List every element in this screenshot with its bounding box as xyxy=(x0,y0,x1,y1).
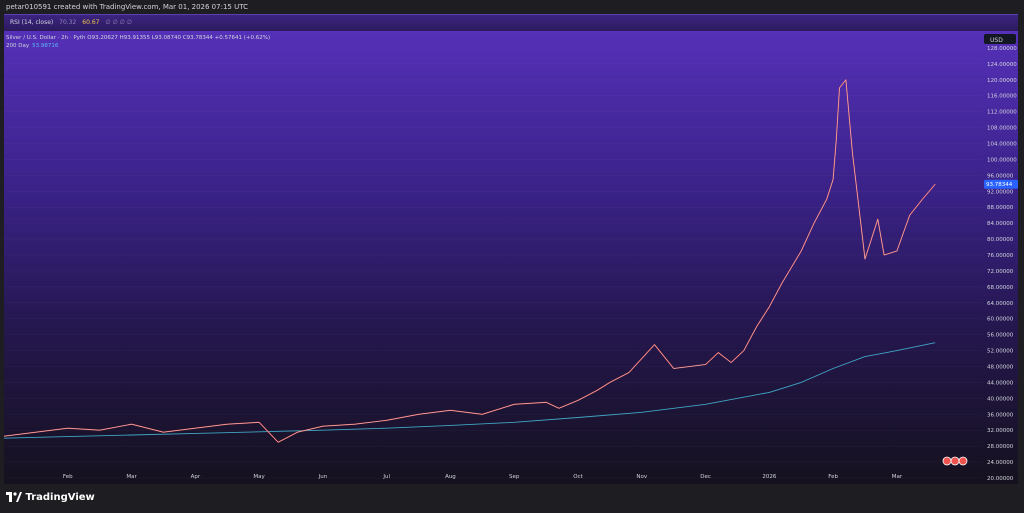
y-tick-label: 48.00000 xyxy=(987,365,1014,371)
footer xyxy=(0,484,1024,513)
y-tick-label: 20.00000 xyxy=(987,476,1014,482)
x-tick-label: Dec xyxy=(700,474,711,480)
main-chart-pane[interactable] xyxy=(4,31,1018,484)
y-tick-label: 80.00000 xyxy=(987,237,1014,243)
rsi-extra-values: ∅ ∅ ∅ ∅ xyxy=(105,19,133,26)
x-tick-label: Aug xyxy=(445,474,456,480)
x-tick-label: Nov xyxy=(636,474,647,480)
x-tick-label: Mar xyxy=(892,474,903,480)
y-axis: 20.00000 24.00000 28.00000 32.00000 36.00000… xyxy=(987,46,1017,482)
events-markers[interactable] xyxy=(942,456,968,466)
y-tick-label: 104.00000 xyxy=(987,142,1017,148)
y-tick-label: 128.00000 xyxy=(987,46,1017,52)
price-line-layer xyxy=(3,79,936,443)
currency-label: USD xyxy=(990,37,1003,44)
y-tick-label: 64.00000 xyxy=(987,301,1014,307)
y-tick-label: 108.00000 xyxy=(987,126,1017,132)
price-line xyxy=(3,79,936,443)
y-tick-label: 68.00000 xyxy=(987,285,1014,291)
x-tick-label: Apr xyxy=(191,474,201,480)
chart-legend: Silver / U.S. Dollar · 2h · Pyth O93.206… xyxy=(6,34,270,50)
y-tick-label: 120.00000 xyxy=(987,78,1017,84)
rsi-label: RSI (14, close) xyxy=(10,19,54,26)
y-tick-label: 124.00000 xyxy=(987,62,1017,68)
x-tick-label: Oct xyxy=(573,474,583,480)
rsi-dim-value: 70.32 xyxy=(59,19,77,26)
y-tick-label: 92.00000 xyxy=(987,189,1014,195)
x-tick-label: Sep xyxy=(509,474,520,480)
y-tick-label: 36.00000 xyxy=(987,412,1014,418)
x-tick-label: Jun xyxy=(318,474,328,480)
symbol-line: Silver / U.S. Dollar · 2h · Pyth O93.206… xyxy=(6,35,271,41)
price-tag-label: 93.78344 xyxy=(986,182,1013,188)
y-tick-label: 96.00000 xyxy=(987,173,1014,179)
x-tick-label: May xyxy=(253,474,265,480)
y-tick-label: 40.00000 xyxy=(987,396,1014,402)
x-tick-label: Feb xyxy=(63,474,73,480)
y-tick-label: 56.00000 xyxy=(987,333,1014,339)
x-tick-label: 2026 xyxy=(762,474,776,480)
y-tick-label: 112.00000 xyxy=(987,110,1017,116)
tradingview-logo-icon xyxy=(6,492,22,502)
y-tick-label: 72.00000 xyxy=(987,269,1014,275)
y-tick-label: 76.00000 xyxy=(987,253,1014,259)
price-tag-box xyxy=(984,179,1018,189)
y-tick-label: 60.00000 xyxy=(987,317,1014,323)
event-marker-icon[interactable] xyxy=(942,456,952,466)
y-tick-label: 100.00000 xyxy=(987,157,1017,163)
price-tag: 93.78344 xyxy=(984,179,1018,189)
event-marker-icon[interactable] xyxy=(950,456,960,466)
price-line-highlight xyxy=(3,79,936,443)
x-tick-label: Mar xyxy=(126,474,137,480)
grid-lines xyxy=(4,47,983,479)
tradingview-logo[interactable]: TradingView xyxy=(6,492,95,503)
x-tick-label: Jul xyxy=(382,474,390,480)
rsi-pane[interactable]: RSI (14, close) 70.32 60.67 ∅ ∅ ∅ ∅ xyxy=(4,14,1018,32)
ma-legend: 200 Day 53.98716 xyxy=(6,42,270,50)
x-tick-label: Feb xyxy=(828,474,838,480)
ma-line-layer xyxy=(3,342,936,439)
y-tick-label: 116.00000 xyxy=(987,94,1017,100)
y-tick-label: 24.00000 xyxy=(987,460,1014,466)
ma-label: 200 Day xyxy=(6,43,30,49)
y-tick-label: 28.00000 xyxy=(987,444,1014,450)
y-tick-label: 44.00000 xyxy=(987,380,1014,386)
x-axis: Feb Mar Apr May Jun Jul Aug Sep Oct Nov Dec 2026 Feb… xyxy=(63,474,903,480)
header-bar: petar010591 created with TradingView.com… xyxy=(0,0,1024,14)
ma-value: 53.98716 xyxy=(32,43,59,49)
creator-text: petar010591 created with TradingView.com… xyxy=(6,3,248,11)
y-tick-label: 88.00000 xyxy=(987,205,1014,211)
currency-badge[interactable] xyxy=(984,34,1016,44)
y-tick-label: 84.00000 xyxy=(987,221,1014,227)
ma-200-line xyxy=(3,342,936,439)
event-marker-icon[interactable] xyxy=(958,456,968,466)
y-tick-label: 52.00000 xyxy=(987,349,1014,355)
rsi-value: 60.67 xyxy=(82,19,100,26)
brand-name: TradingView xyxy=(25,492,95,503)
y-tick-label: 32.00000 xyxy=(987,428,1014,434)
